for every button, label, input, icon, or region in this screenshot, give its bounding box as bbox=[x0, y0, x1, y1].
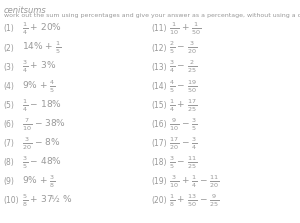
Text: (3): (3) bbox=[4, 63, 14, 72]
Text: $\frac{3}{20}$ − 8%: $\frac{3}{20}$ − 8% bbox=[22, 135, 60, 152]
Text: (2): (2) bbox=[4, 43, 14, 53]
Text: (13): (13) bbox=[152, 63, 167, 72]
Text: $\frac{1}{4}$ − 18%: $\frac{1}{4}$ − 18% bbox=[22, 97, 62, 114]
Text: (19): (19) bbox=[152, 177, 167, 186]
Text: (10): (10) bbox=[4, 196, 19, 205]
Text: cenitsums: cenitsums bbox=[4, 6, 46, 14]
Text: (6): (6) bbox=[4, 120, 14, 129]
Text: (18): (18) bbox=[152, 158, 167, 167]
Text: (14): (14) bbox=[152, 82, 167, 91]
Text: 9% + $\frac{4}{5}$: 9% + $\frac{4}{5}$ bbox=[22, 78, 55, 95]
Text: $\frac{1}{8}$ + $\frac{13}{50}$ − $\frac{9}{25}$: $\frac{1}{8}$ + $\frac{13}{50}$ − $\frac… bbox=[169, 192, 220, 209]
Text: (4): (4) bbox=[4, 82, 14, 91]
Text: $\frac{7}{10}$ − 38%: $\frac{7}{10}$ − 38% bbox=[22, 116, 66, 133]
Text: (17): (17) bbox=[152, 139, 167, 148]
Text: $\frac{1}{4}$ + $\frac{17}{25}$: $\frac{1}{4}$ + $\frac{17}{25}$ bbox=[169, 97, 198, 114]
Text: $\frac{17}{20}$ − $\frac{3}{4}$: $\frac{17}{20}$ − $\frac{3}{4}$ bbox=[169, 135, 198, 152]
Text: (1): (1) bbox=[4, 25, 14, 33]
Text: $\frac{3}{4}$ − $\frac{2}{25}$: $\frac{3}{4}$ − $\frac{2}{25}$ bbox=[169, 59, 198, 75]
Text: work out the sum using percentages and give your answer as a percentage, without: work out the sum using percentages and g… bbox=[4, 13, 300, 18]
Text: (20): (20) bbox=[152, 196, 167, 205]
Text: $\frac{4}{5}$ − $\frac{19}{50}$: $\frac{4}{5}$ − $\frac{19}{50}$ bbox=[169, 78, 198, 95]
Text: (5): (5) bbox=[4, 101, 14, 110]
Text: (7): (7) bbox=[4, 139, 14, 148]
Text: 14% + $\frac{1}{5}$: 14% + $\frac{1}{5}$ bbox=[22, 40, 61, 56]
Text: $\frac{5}{8}$ + 37½ %: $\frac{5}{8}$ + 37½ % bbox=[22, 192, 72, 209]
Text: $\frac{3}{5}$ − 48%: $\frac{3}{5}$ − 48% bbox=[22, 154, 62, 171]
Text: (15): (15) bbox=[152, 101, 167, 110]
Text: (16): (16) bbox=[152, 120, 167, 129]
Text: (12): (12) bbox=[152, 43, 167, 53]
Text: (8): (8) bbox=[4, 158, 14, 167]
Text: $\frac{9}{10}$ − $\frac{3}{5}$: $\frac{9}{10}$ − $\frac{3}{5}$ bbox=[169, 116, 198, 133]
Text: $\frac{1}{10}$ + $\frac{1}{50}$: $\frac{1}{10}$ + $\frac{1}{50}$ bbox=[169, 21, 202, 37]
Text: $\frac{2}{5}$ − $\frac{3}{20}$: $\frac{2}{5}$ − $\frac{3}{20}$ bbox=[169, 40, 198, 56]
Text: $\frac{3}{10}$ + $\frac{1}{4}$ − $\frac{11}{20}$: $\frac{3}{10}$ + $\frac{1}{4}$ − $\frac{… bbox=[169, 173, 220, 190]
Text: $\frac{1}{4}$ + 20%: $\frac{1}{4}$ + 20% bbox=[22, 21, 62, 37]
Text: $\frac{3}{5}$ − $\frac{11}{25}$: $\frac{3}{5}$ − $\frac{11}{25}$ bbox=[169, 154, 198, 171]
Text: $\frac{3}{4}$ + 3%: $\frac{3}{4}$ + 3% bbox=[22, 59, 56, 75]
Text: 9% + $\frac{3}{8}$: 9% + $\frac{3}{8}$ bbox=[22, 173, 55, 190]
Text: (9): (9) bbox=[4, 177, 14, 186]
Text: (11): (11) bbox=[152, 25, 167, 33]
